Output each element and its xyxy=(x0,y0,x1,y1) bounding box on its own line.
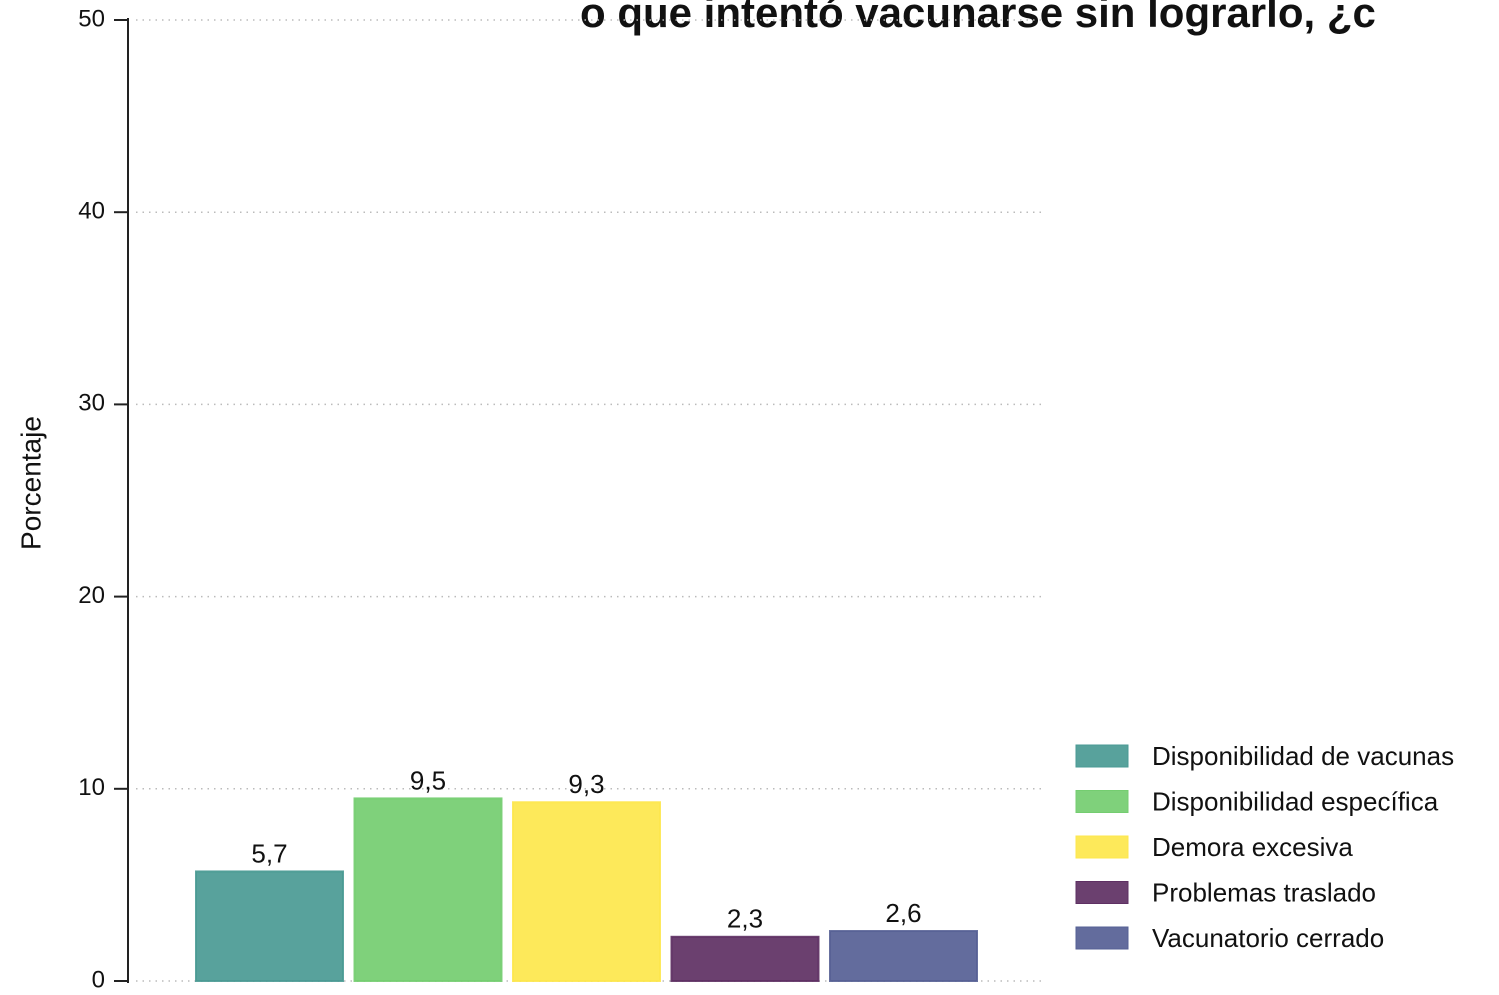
y-axis-label: Porcentaje xyxy=(15,416,46,550)
bar xyxy=(829,930,978,983)
y-tick-label: 0 xyxy=(92,966,105,993)
legend-label: Disponibilidad específica xyxy=(1152,786,1439,816)
y-tick-label: 20 xyxy=(78,582,105,609)
bar xyxy=(512,801,661,983)
bar xyxy=(670,935,820,983)
legend-swatch xyxy=(1075,744,1129,768)
data-label: 9,3 xyxy=(568,769,604,799)
legend-swatch xyxy=(1075,881,1129,904)
y-tick-label: 40 xyxy=(78,198,105,225)
legend-swatch xyxy=(1075,926,1129,950)
y-tick-label: 50 xyxy=(78,5,105,32)
data-label: 2,6 xyxy=(885,898,921,928)
bar xyxy=(353,797,503,982)
data-label: 5,7 xyxy=(251,838,287,868)
legend-swatch xyxy=(1075,835,1129,859)
legend-swatch xyxy=(1075,790,1129,813)
legend-label: Problemas traslado xyxy=(1152,877,1376,907)
chart-title: o que intentó vacunarse sin lograrlo, ¿c xyxy=(580,0,1376,36)
bar xyxy=(195,870,344,982)
y-tick-label: 30 xyxy=(78,390,105,417)
legend-label: Vacunatorio cerrado xyxy=(1152,923,1384,953)
legend-label: Demora excesiva xyxy=(1152,832,1353,862)
y-tick-label: 10 xyxy=(78,774,105,801)
data-label: 9,5 xyxy=(410,765,446,795)
data-label: 2,3 xyxy=(727,904,763,934)
legend-label: Disponibilidad de vacunas xyxy=(1152,741,1454,771)
